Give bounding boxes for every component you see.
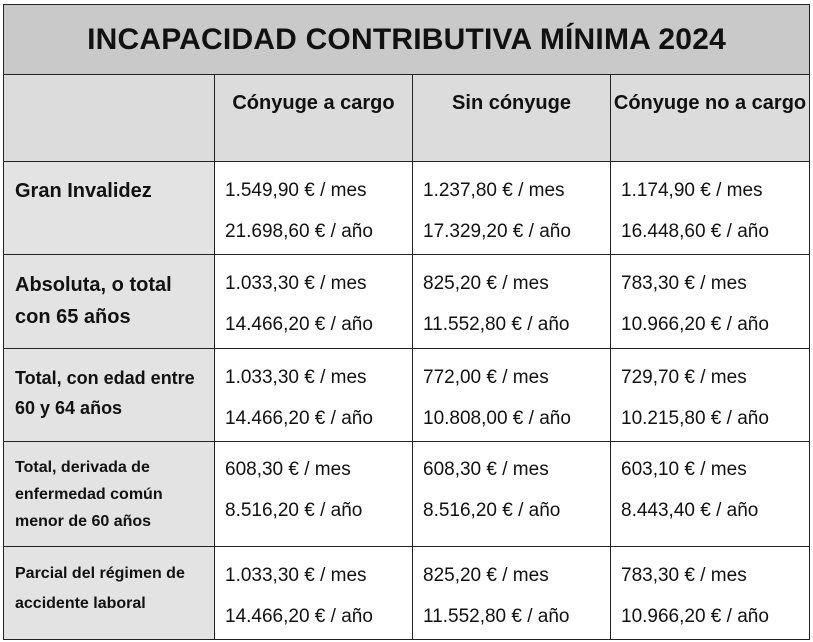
value-cell: 1.033,30 € / mes 14.466,20 € / año: [214, 546, 413, 640]
monthly-amount: 1.237,80 € / mes: [423, 180, 565, 201]
yearly-amount: 8.443,40 € / año: [621, 500, 759, 521]
yearly-amount: 14.466,20 € / año: [225, 408, 373, 429]
table-row: Gran Invalidez 1.549,90 € / mes 21.698,60…: [3, 161, 811, 255]
row-label-total-60-64: Total, con edad entre 60 y 64 años: [3, 348, 215, 442]
header-row: Cónyuge a cargo Sin cónyuge Cónyuge no a…: [3, 74, 811, 162]
table-row: Absoluta, o total con 65 años 1.033,30 €…: [3, 254, 811, 349]
table-row: Total, con edad entre 60 y 64 años 1.033…: [3, 348, 811, 442]
value-cell: 729,70 € / mes 10.215,80 € / año: [609, 348, 811, 442]
monthly-amount: 729,70 € / mes: [621, 367, 747, 388]
column-header-conyuge-no-a-cargo: Cónyuge no a cargo: [609, 74, 811, 162]
yearly-amount: 10.966,20 € / año: [621, 314, 769, 335]
value-cell: 1.033,30 € / mes 14.466,20 € / año: [214, 254, 413, 349]
value-cell: 783,30 € / mes 10.966,20 € / año: [609, 546, 811, 640]
row-label-absoluta: Absoluta, o total con 65 años: [3, 254, 215, 349]
value-cell: 1.549,90 € / mes 21.698,60 € / año: [214, 161, 413, 255]
yearly-amount: 11.552,80 € / año: [423, 314, 570, 335]
yearly-amount: 10.215,80 € / año: [621, 408, 769, 429]
value-cell: 608,30 € / mes 8.516,20 € / año: [412, 441, 611, 547]
table-row: Total, derivada de enfermedad común meno…: [3, 441, 811, 547]
header-corner-cell: [3, 74, 215, 162]
column-header-conyuge-a-cargo: Cónyuge a cargo: [214, 74, 413, 162]
monthly-amount: 825,20 € / mes: [423, 273, 549, 294]
yearly-amount: 14.466,20 € / año: [225, 606, 373, 627]
value-cell: 783,30 € / mes 10.966,20 € / año: [609, 254, 811, 349]
row-label-total-enfermedad-comun: Total, derivada de enfermedad común meno…: [3, 441, 215, 547]
yearly-amount: 10.808,00 € / año: [423, 408, 571, 429]
monthly-amount: 783,30 € / mes: [621, 273, 747, 294]
monthly-amount: 608,30 € / mes: [423, 459, 549, 480]
monthly-amount: 603,10 € / mes: [621, 459, 747, 480]
monthly-amount: 608,30 € / mes: [225, 459, 351, 480]
yearly-amount: 21.698,60 € / año: [225, 221, 373, 242]
monthly-amount: 825,20 € / mes: [423, 565, 549, 586]
yearly-amount: 11.552,80 € / año: [423, 606, 570, 627]
monthly-amount: 772,00 € / mes: [423, 367, 549, 388]
yearly-amount: 16.448,60 € / año: [621, 221, 769, 242]
monthly-amount: 1.033,30 € / mes: [225, 273, 367, 294]
yearly-amount: 10.966,20 € / año: [621, 606, 769, 627]
monthly-amount: 1.033,30 € / mes: [225, 367, 367, 388]
monthly-amount: 1.549,90 € / mes: [225, 180, 367, 201]
value-cell: 1.237,80 € / mes 17.329,20 € / año: [412, 161, 611, 255]
pension-table: INCAPACIDAD CONTRIBUTIVA MÍNIMA 2024 Cón…: [2, 4, 811, 640]
monthly-amount: 1.033,30 € / mes: [225, 565, 367, 586]
value-cell: 1.033,30 € / mes 14.466,20 € / año: [214, 348, 413, 442]
value-cell: 825,20 € / mes 11.552,80 € / año: [412, 546, 611, 640]
value-cell: 608,30 € / mes 8.516,20 € / año: [214, 441, 413, 547]
row-label-parcial-accidente-laboral: Parcial del régimen de accidente laboral: [3, 546, 215, 640]
value-cell: 1.174,90 € / mes 16.448,60 € / año: [609, 161, 811, 255]
title-row: INCAPACIDAD CONTRIBUTIVA MÍNIMA 2024: [2, 4, 811, 75]
value-cell: 825,20 € / mes 11.552,80 € / año: [412, 254, 611, 349]
yearly-amount: 8.516,20 € / año: [423, 500, 561, 521]
table-title: INCAPACIDAD CONTRIBUTIVA MÍNIMA 2024: [2, 4, 811, 75]
column-header-sin-conyuge: Sin cónyuge: [412, 74, 611, 162]
monthly-amount: 783,30 € / mes: [621, 565, 747, 586]
value-cell: 772,00 € / mes 10.808,00 € / año: [412, 348, 611, 442]
row-label-gran-invalidez: Gran Invalidez: [3, 161, 215, 255]
yearly-amount: 14.466,20 € / año: [225, 314, 373, 335]
table-row: Parcial del régimen de accidente laboral…: [3, 546, 811, 640]
value-cell: 603,10 € / mes 8.443,40 € / año: [609, 441, 811, 547]
yearly-amount: 17.329,20 € / año: [423, 221, 571, 242]
yearly-amount: 8.516,20 € / año: [225, 500, 363, 521]
monthly-amount: 1.174,90 € / mes: [621, 180, 763, 201]
